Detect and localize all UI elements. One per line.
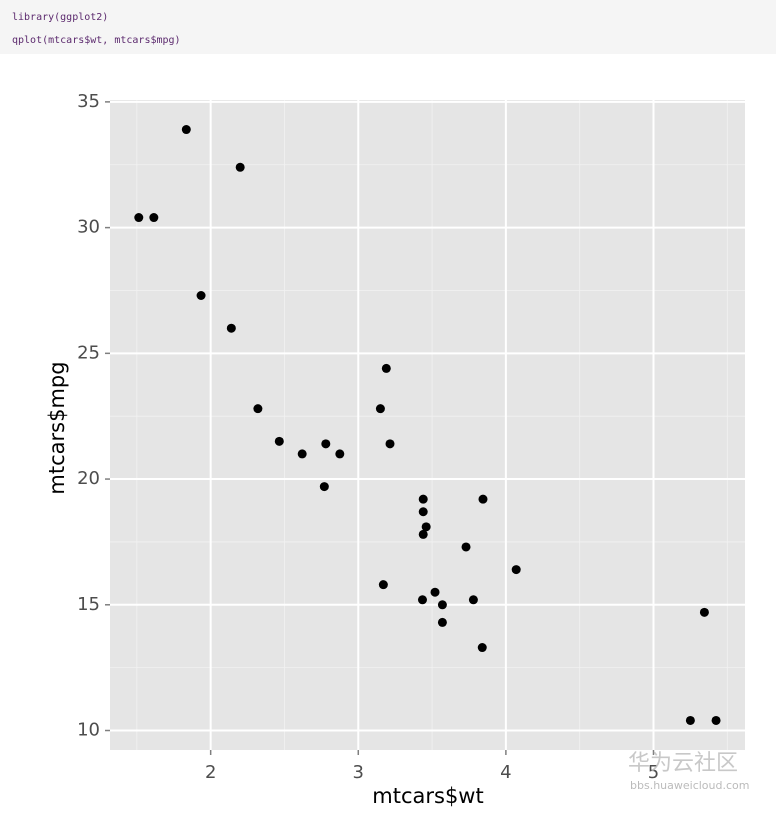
point (235, 162, 245, 172)
point (418, 529, 428, 539)
x-tick-label: 5 (648, 762, 659, 783)
code-block (0, 0, 776, 54)
point (321, 439, 331, 449)
point (196, 291, 206, 301)
y-tick-label: 20 (77, 468, 100, 489)
x-axis-label: mtcars$wt (372, 784, 483, 808)
point (375, 404, 385, 414)
y-tick-label: 15 (77, 594, 100, 615)
y-axis-label: mtcars$mpg (45, 361, 69, 494)
point (511, 565, 521, 575)
point (297, 449, 307, 459)
point (477, 643, 487, 653)
point (253, 404, 263, 414)
point (378, 580, 388, 590)
y-tick-label: 30 (77, 217, 100, 238)
x-tick-label: 2 (205, 762, 216, 783)
point (478, 494, 488, 504)
point (226, 323, 236, 333)
point (149, 213, 159, 223)
y-tick-label: 25 (77, 342, 100, 363)
point (319, 482, 329, 492)
point (461, 542, 471, 552)
panel (110, 100, 745, 750)
watermark-title: 华为云社区 (628, 751, 738, 776)
point (430, 587, 440, 597)
code-line: library(ggplot2) (12, 12, 108, 23)
point (181, 125, 191, 135)
point (421, 522, 431, 532)
y-tick-label: 10 (77, 720, 100, 741)
x-tick-label: 3 (353, 762, 364, 783)
point (437, 600, 447, 610)
point (418, 507, 428, 517)
code-line: qplot(mtcars$wt, mtcars$mpg) (12, 35, 181, 46)
watermark-url: bbs.huaweicloud.com (630, 779, 749, 792)
point (417, 595, 427, 605)
x-tick-label: 4 (500, 762, 511, 783)
point (699, 607, 709, 617)
point (335, 449, 345, 459)
point (437, 617, 447, 627)
point (274, 436, 284, 446)
point (385, 439, 395, 449)
point (711, 715, 721, 725)
y-tick-label: 35 (77, 91, 100, 112)
point (685, 715, 695, 725)
point (134, 213, 144, 223)
point (418, 494, 428, 504)
point (381, 363, 391, 373)
point (468, 595, 478, 605)
plot: 2 3 4 5 10 15 20 25 30 35 (77, 91, 745, 783)
